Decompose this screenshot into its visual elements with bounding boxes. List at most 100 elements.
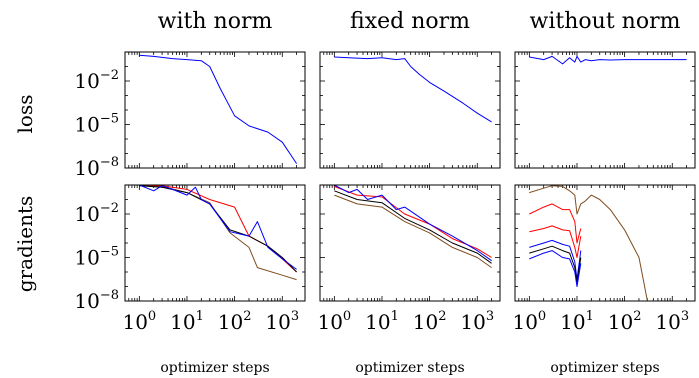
y-tick-label: 10−5 [74,245,119,270]
series-group [529,55,687,65]
y-tick-label: 10−2 [74,68,119,93]
x-tick-label: 100 [512,309,546,334]
x-tick-label-base: 10 [655,310,680,334]
x-tick-label-base: 10 [265,310,290,334]
column-title-fixed-norm: fixed norm [350,9,470,34]
series-line-blue [529,239,582,281]
y-tick-label-base: 10 [74,202,99,226]
panel-gradients-2 [319,184,501,302]
series-group [139,54,298,164]
x-axis-label: optimizer steps [355,360,464,376]
x-axis-label: optimizer steps [550,360,659,376]
series-line-blue [334,185,492,262]
series-line-red [139,185,297,273]
x-tick-label: 102 [218,309,252,334]
y-tick-label-base: 10 [74,289,99,313]
panels [124,51,696,302]
y-tick-label-base: 10 [74,156,99,180]
y-tick-label-base: 10 [74,246,99,270]
panel-frame [319,184,501,302]
row-label-gradients: gradients [13,196,37,293]
y-tick-label-base: 10 [74,69,99,93]
x-tick-label-base: 10 [512,310,537,334]
series-line-blue [529,55,687,65]
panel-frame [124,184,306,302]
row-labels: loss gradients [13,95,37,293]
column-titles: with norm fixed norm without norm [158,9,681,34]
y-tick-label-exponent: −5 [100,112,119,127]
x-tick-label-exponent: 2 [633,309,641,324]
y-tick-label: 10−8 [74,288,119,313]
column-title-with-norm: with norm [158,9,273,34]
x-tick-label: 103 [460,309,494,334]
panel-frame [514,51,696,169]
series-group [334,56,492,123]
x-tick-label: 101 [560,309,594,334]
x-tick-label-exponent: 0 [148,309,156,324]
x-tick-label-exponent: 3 [291,309,299,324]
x-tick-label-base: 10 [122,310,147,334]
y-tick-label-exponent: −8 [100,288,119,303]
series-line-black [334,190,492,264]
panel-frame [124,51,306,169]
x-tick-label: 100 [122,309,156,334]
panel-loss-1 [124,51,306,169]
series-line-red [529,225,582,258]
series-line-red [529,203,582,244]
x-tick-label-base: 10 [560,310,585,334]
x-tick-label-exponent: 3 [486,309,494,324]
panel-gradients-1 [124,184,306,302]
x-tick-label: 103 [265,309,299,334]
series-line-brown [529,185,648,301]
x-tick-label-base: 10 [218,310,243,334]
x-tick-label-base: 10 [317,310,342,334]
x-tick-label-exponent: 0 [538,309,546,324]
panel-gradients-3 [514,184,696,302]
x-tick-label-base: 10 [365,310,390,334]
series-line-blue [529,250,582,287]
x-tick-label-base: 10 [460,310,485,334]
y-tick-label-exponent: −5 [100,245,119,260]
x-tick-label-base: 10 [170,310,195,334]
series-group [529,185,648,301]
x-tick-label-exponent: 1 [586,309,594,324]
y-tick-label-base: 10 [74,113,99,137]
x-tick-label-exponent: 3 [681,309,689,324]
x-tick-label-base: 10 [608,310,633,334]
row-label-loss: loss [13,95,37,134]
x-tick-label-base: 10 [413,310,438,334]
x-tick-label-exponent: 2 [243,309,251,324]
series-line-black [529,245,582,283]
y-tick-label: 10−5 [74,112,119,137]
series-line-brown [334,194,492,269]
panel-frame [319,51,501,169]
x-tick-label-exponent: 2 [438,309,446,324]
series-group [139,185,297,281]
x-tick-label: 102 [608,309,642,334]
series-line-red [334,185,492,258]
y-tick-label-exponent: −2 [100,201,119,216]
y-tick-label-exponent: −8 [100,155,119,170]
panel-frame [514,184,696,302]
x-tick-label: 101 [365,309,399,334]
x-tick-label-exponent: 1 [196,309,204,324]
panel-loss-3 [514,51,696,169]
series-line-blue [139,54,298,164]
y-tick-label: 10−8 [74,155,119,180]
panel-loss-2 [319,51,501,169]
x-tick-label-exponent: 0 [343,309,351,324]
x-tick-label: 102 [413,309,447,334]
series-line-brown [139,185,297,281]
series-line-blue [139,185,297,270]
series-line-blue [334,56,492,123]
series-line-black [139,185,297,273]
x-axis-label: optimizer steps [160,360,269,376]
y-tick-label: 10−2 [74,201,119,226]
y-tick-label-exponent: −2 [100,68,119,83]
column-title-without-norm: without norm [530,9,681,34]
series-group [334,185,492,269]
x-tick-label: 100 [317,309,351,334]
x-tick-label: 103 [655,309,689,334]
